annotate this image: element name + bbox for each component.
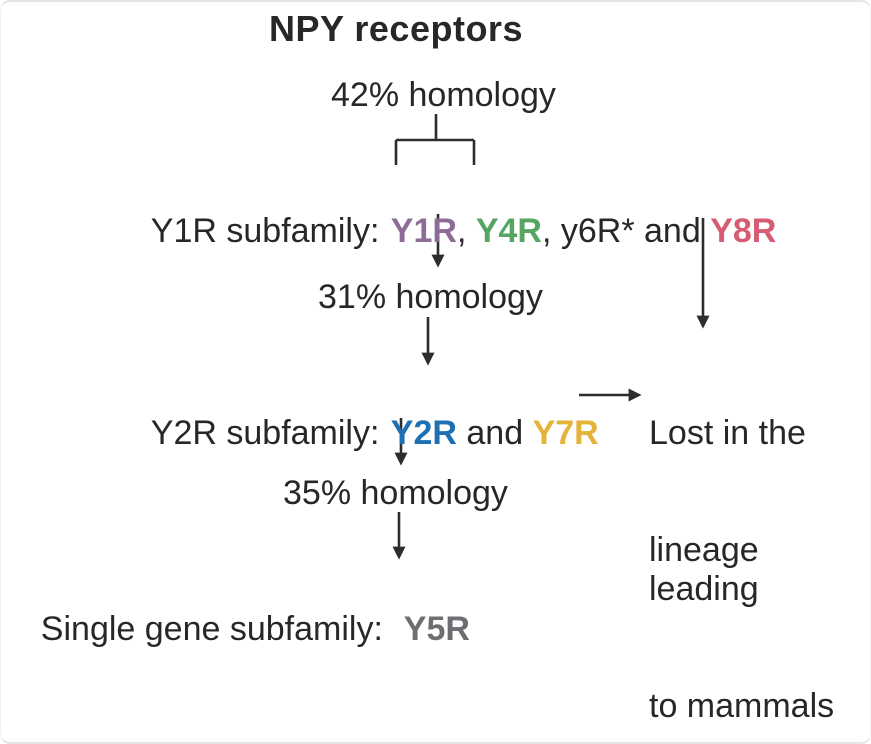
receptor-y1r: Y1R [390, 212, 457, 250]
homology-31-label: 31% homology [318, 278, 543, 316]
footnotes: *y6R non-functional in several mammals a… [1, 675, 753, 742]
y1-subfamily-row: Y1R subfamily: Y1R, Y4R, y6R* and Y8R [113, 173, 777, 290]
lost-note-line-1: Lost in the [649, 414, 806, 452]
y2-row-separator-1: and [456, 414, 533, 452]
receptor-y8r: Y8R [710, 212, 777, 250]
lost-note-line-3: to mammals [649, 687, 835, 725]
homology-35-label: 35% homology [283, 474, 508, 512]
lost-note-line-2: lineage leading [649, 531, 769, 608]
split-bracket [394, 114, 476, 165]
y2-subfamily-row: Y2R subfamily: Y2R and Y7R [113, 375, 599, 492]
single-gene-subfamily-label: Single gene subfamily: [40, 610, 383, 648]
diagram-title: NPY receptors [269, 8, 523, 49]
y2-subfamily-label: Y2R subfamily: [150, 414, 380, 452]
lost-in-lineage-note: Lost in the lineage leading to mammals [649, 336, 870, 742]
receptor-y2r: Y2R [390, 414, 457, 452]
receptor-y5r: Y5R [403, 610, 470, 648]
receptor-y4r: Y4R [475, 212, 542, 250]
y1-row-separator-2: , y6R* and [541, 212, 711, 250]
single-gene-subfamily-row: Single gene subfamily: Y5R [3, 571, 470, 688]
y1-subfamily-label: Y1R subfamily: [150, 212, 380, 250]
receptor-y7r: Y7R [532, 414, 599, 452]
homology-42-label: 42% homology [331, 76, 556, 114]
y1-row-separator-1: , [456, 212, 476, 250]
